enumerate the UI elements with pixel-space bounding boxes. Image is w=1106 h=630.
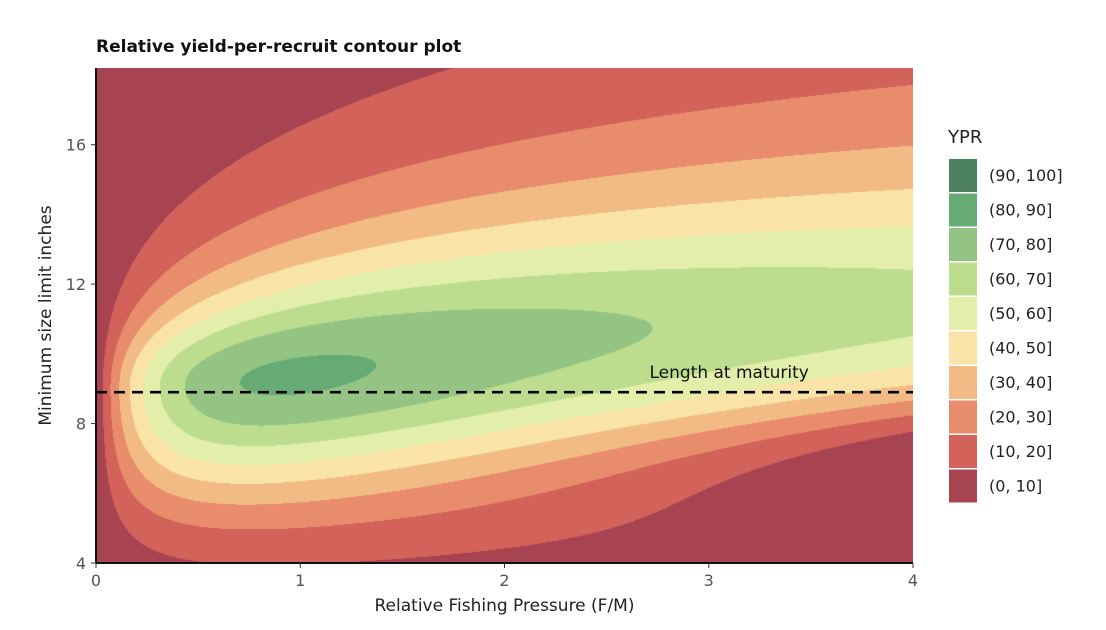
- legend: YPR (90, 100] (80, 90] (70, 80] (60, 70] (50,…: [947, 127, 1063, 503]
- y-tick-label: 8: [76, 415, 86, 434]
- legend-label: (40, 50]: [989, 339, 1052, 358]
- legend-item: (40, 50]: [949, 331, 1052, 365]
- y-axis-label: Minimum size limit inches: [36, 205, 56, 425]
- legend-label: (80, 90]: [989, 201, 1052, 220]
- legend-swatch: [949, 262, 977, 296]
- contour-surface: [96, 68, 913, 563]
- x-tick-label: 4: [908, 571, 918, 590]
- legend-label: (0, 10]: [989, 477, 1042, 496]
- legend-label: (50, 60]: [989, 304, 1052, 323]
- legend-label: (30, 40]: [989, 373, 1052, 392]
- legend-item: (50, 60]: [949, 297, 1052, 330]
- legend-swatch: [949, 331, 977, 365]
- x-tick-label: 2: [499, 571, 509, 590]
- legend-swatch: [949, 297, 977, 330]
- legend-title: YPR: [947, 127, 982, 148]
- legend-item: (30, 40]: [949, 366, 1052, 399]
- legend-label: (90, 100]: [989, 166, 1063, 185]
- y-tick-label: 16: [66, 136, 86, 155]
- legend-item: (90, 100]: [949, 159, 1063, 192]
- legend-label: (60, 70]: [989, 270, 1052, 289]
- legend-swatch: [949, 159, 977, 192]
- legend-swatch: [949, 400, 977, 434]
- legend-item: (10, 20]: [949, 435, 1052, 468]
- legend-swatch: [949, 193, 977, 227]
- y-tick-label: 12: [66, 275, 86, 294]
- legend-swatch: [949, 366, 977, 399]
- x-axis-label: Relative Fishing Pressure (F/M): [375, 596, 635, 616]
- x-tick-label: 1: [295, 571, 305, 590]
- legend-item: (0, 10]: [949, 469, 1042, 503]
- legend-item: (70, 80]: [949, 228, 1052, 261]
- legend-swatch: [949, 469, 977, 503]
- legend-item: (60, 70]: [949, 262, 1052, 296]
- legend-swatch: [949, 228, 977, 261]
- length-at-maturity-label: Length at maturity: [649, 363, 808, 383]
- y-tick-label: 4: [76, 554, 86, 573]
- x-tick-label: 3: [704, 571, 714, 590]
- x-tick-label: 0: [91, 571, 101, 590]
- legend-label: (70, 80]: [989, 235, 1052, 254]
- legend-label: (10, 20]: [989, 442, 1052, 461]
- chart-title: Relative yield-per-recruit contour plot: [96, 37, 461, 57]
- legend-item: (20, 30]: [949, 400, 1052, 434]
- legend-swatch: [949, 435, 977, 468]
- legend-label: (20, 30]: [989, 408, 1052, 427]
- legend-item: (80, 90]: [949, 193, 1052, 227]
- reference-line-group: Length at maturity: [96, 363, 913, 394]
